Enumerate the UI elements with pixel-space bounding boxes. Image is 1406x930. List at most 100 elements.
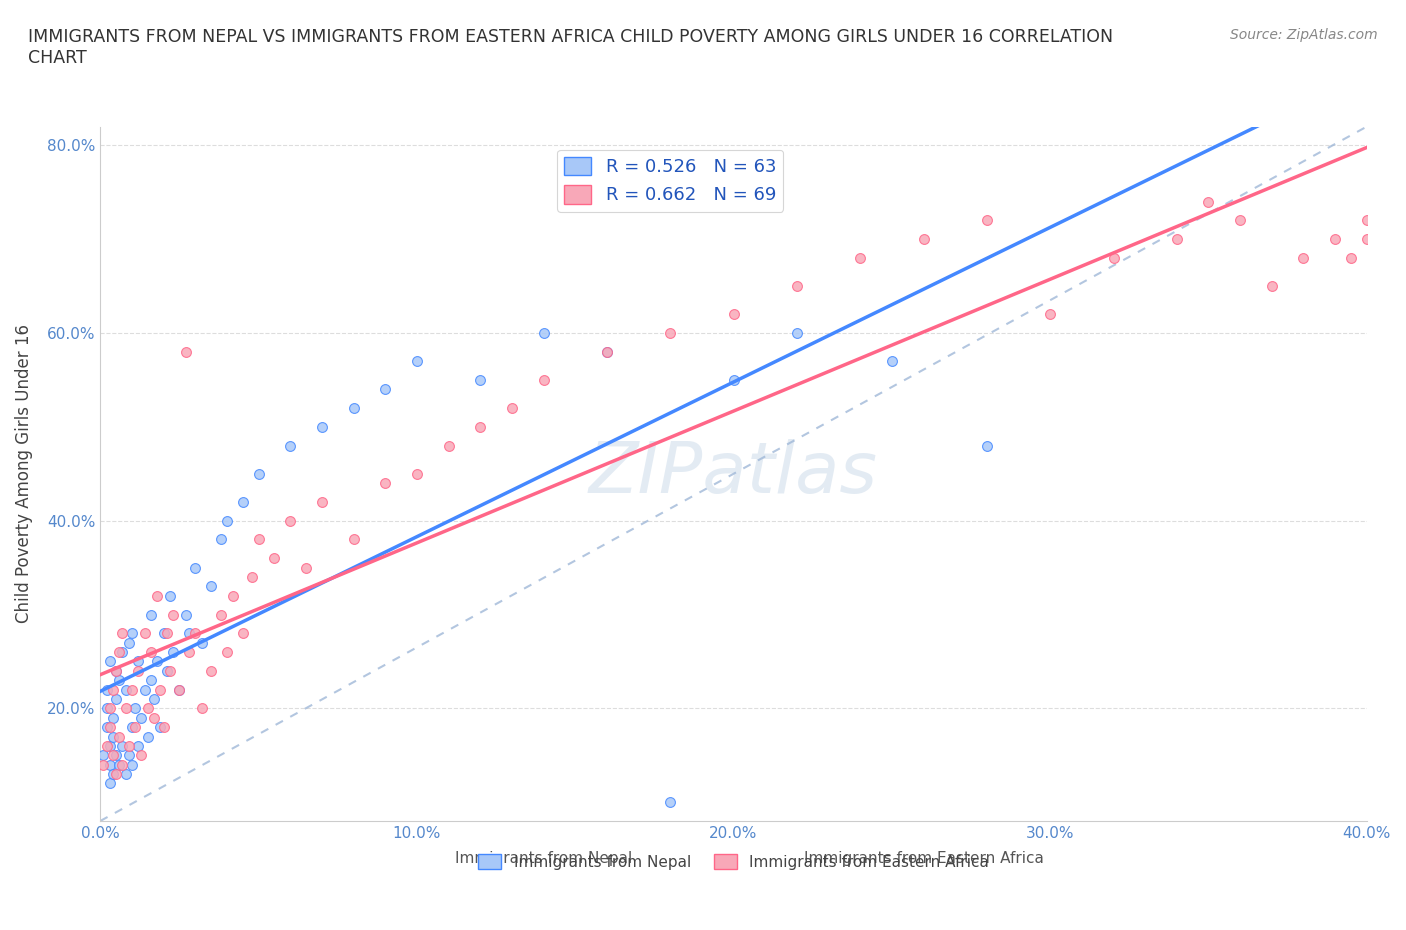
Point [108, 729, 131, 744]
Point [177, 626, 200, 641]
Point [533, 326, 555, 340]
Point [111, 757, 134, 772]
Point [169, 683, 191, 698]
Point [134, 683, 156, 698]
Point [121, 720, 143, 735]
Point [222, 589, 245, 604]
Y-axis label: Child Poverty Among Girls Under 16: Child Poverty Among Girls Under 16 [15, 325, 32, 623]
Point [1355, 213, 1378, 228]
Point [152, 720, 174, 735]
Point [143, 711, 166, 725]
Point [105, 766, 128, 781]
Point [596, 344, 619, 359]
Point [143, 692, 166, 707]
Point [659, 326, 682, 340]
Point [98, 776, 121, 790]
Point [114, 701, 136, 716]
Point [121, 626, 143, 641]
Point [131, 711, 153, 725]
Point [98, 701, 121, 716]
Point [215, 644, 238, 659]
Text: Source: ZipAtlas.com: Source: ZipAtlas.com [1230, 28, 1378, 42]
Text: Immigrants from Eastern Africa: Immigrants from Eastern Africa [804, 851, 1043, 866]
Point [723, 307, 745, 322]
Point [149, 683, 172, 698]
Point [374, 476, 396, 491]
Point [278, 438, 301, 453]
Point [311, 419, 333, 434]
Point [247, 466, 270, 481]
Point [311, 495, 333, 510]
Point [177, 644, 200, 659]
Point [1102, 250, 1125, 265]
Point [96, 720, 118, 735]
Point [98, 757, 121, 772]
Point [118, 635, 141, 650]
Point [121, 757, 143, 772]
Point [124, 720, 146, 735]
Point [108, 644, 131, 659]
Point [470, 373, 492, 388]
Point [976, 213, 998, 228]
Point [1229, 213, 1251, 228]
Point [1340, 250, 1362, 265]
Point [1166, 232, 1188, 246]
Point [723, 373, 745, 388]
Point [101, 748, 124, 763]
Point [156, 626, 179, 641]
Point [533, 373, 555, 388]
Point [127, 738, 149, 753]
Point [786, 326, 808, 340]
Point [200, 579, 222, 594]
Point [470, 419, 492, 434]
Point [501, 401, 523, 416]
Point [169, 683, 191, 698]
Point [200, 663, 222, 678]
Point [232, 626, 254, 641]
Point [240, 569, 263, 584]
Point [849, 250, 872, 265]
Point [190, 701, 212, 716]
Point [96, 683, 118, 698]
Point [406, 353, 429, 368]
Point [1292, 250, 1315, 265]
Point [139, 644, 162, 659]
Point [209, 607, 232, 622]
Point [105, 663, 128, 678]
Point [96, 701, 118, 716]
Point [139, 672, 162, 687]
Legend: Immigrants from Nepal, Immigrants from Eastern Africa: Immigrants from Nepal, Immigrants from E… [472, 847, 995, 876]
Text: ZIPatlas: ZIPatlas [589, 439, 877, 509]
Point [976, 438, 998, 453]
Point [134, 626, 156, 641]
Point [174, 344, 197, 359]
Point [278, 513, 301, 528]
Point [912, 232, 935, 246]
Point [1039, 307, 1062, 322]
Point [295, 560, 318, 575]
Point [596, 344, 619, 359]
Point [263, 551, 285, 565]
Point [96, 738, 118, 753]
Point [146, 589, 169, 604]
Point [98, 738, 121, 753]
Point [162, 644, 184, 659]
Point [880, 353, 903, 368]
Point [93, 757, 115, 772]
Point [127, 663, 149, 678]
Point [184, 560, 207, 575]
Point [124, 701, 146, 716]
Point [111, 738, 134, 753]
Point [105, 663, 128, 678]
Point [101, 729, 124, 744]
Point [121, 683, 143, 698]
Point [136, 701, 159, 716]
Point [374, 382, 396, 397]
Point [111, 644, 134, 659]
Point [659, 795, 682, 810]
Point [101, 683, 124, 698]
Point [342, 401, 364, 416]
Point [118, 748, 141, 763]
Point [437, 438, 460, 453]
Point [232, 495, 254, 510]
